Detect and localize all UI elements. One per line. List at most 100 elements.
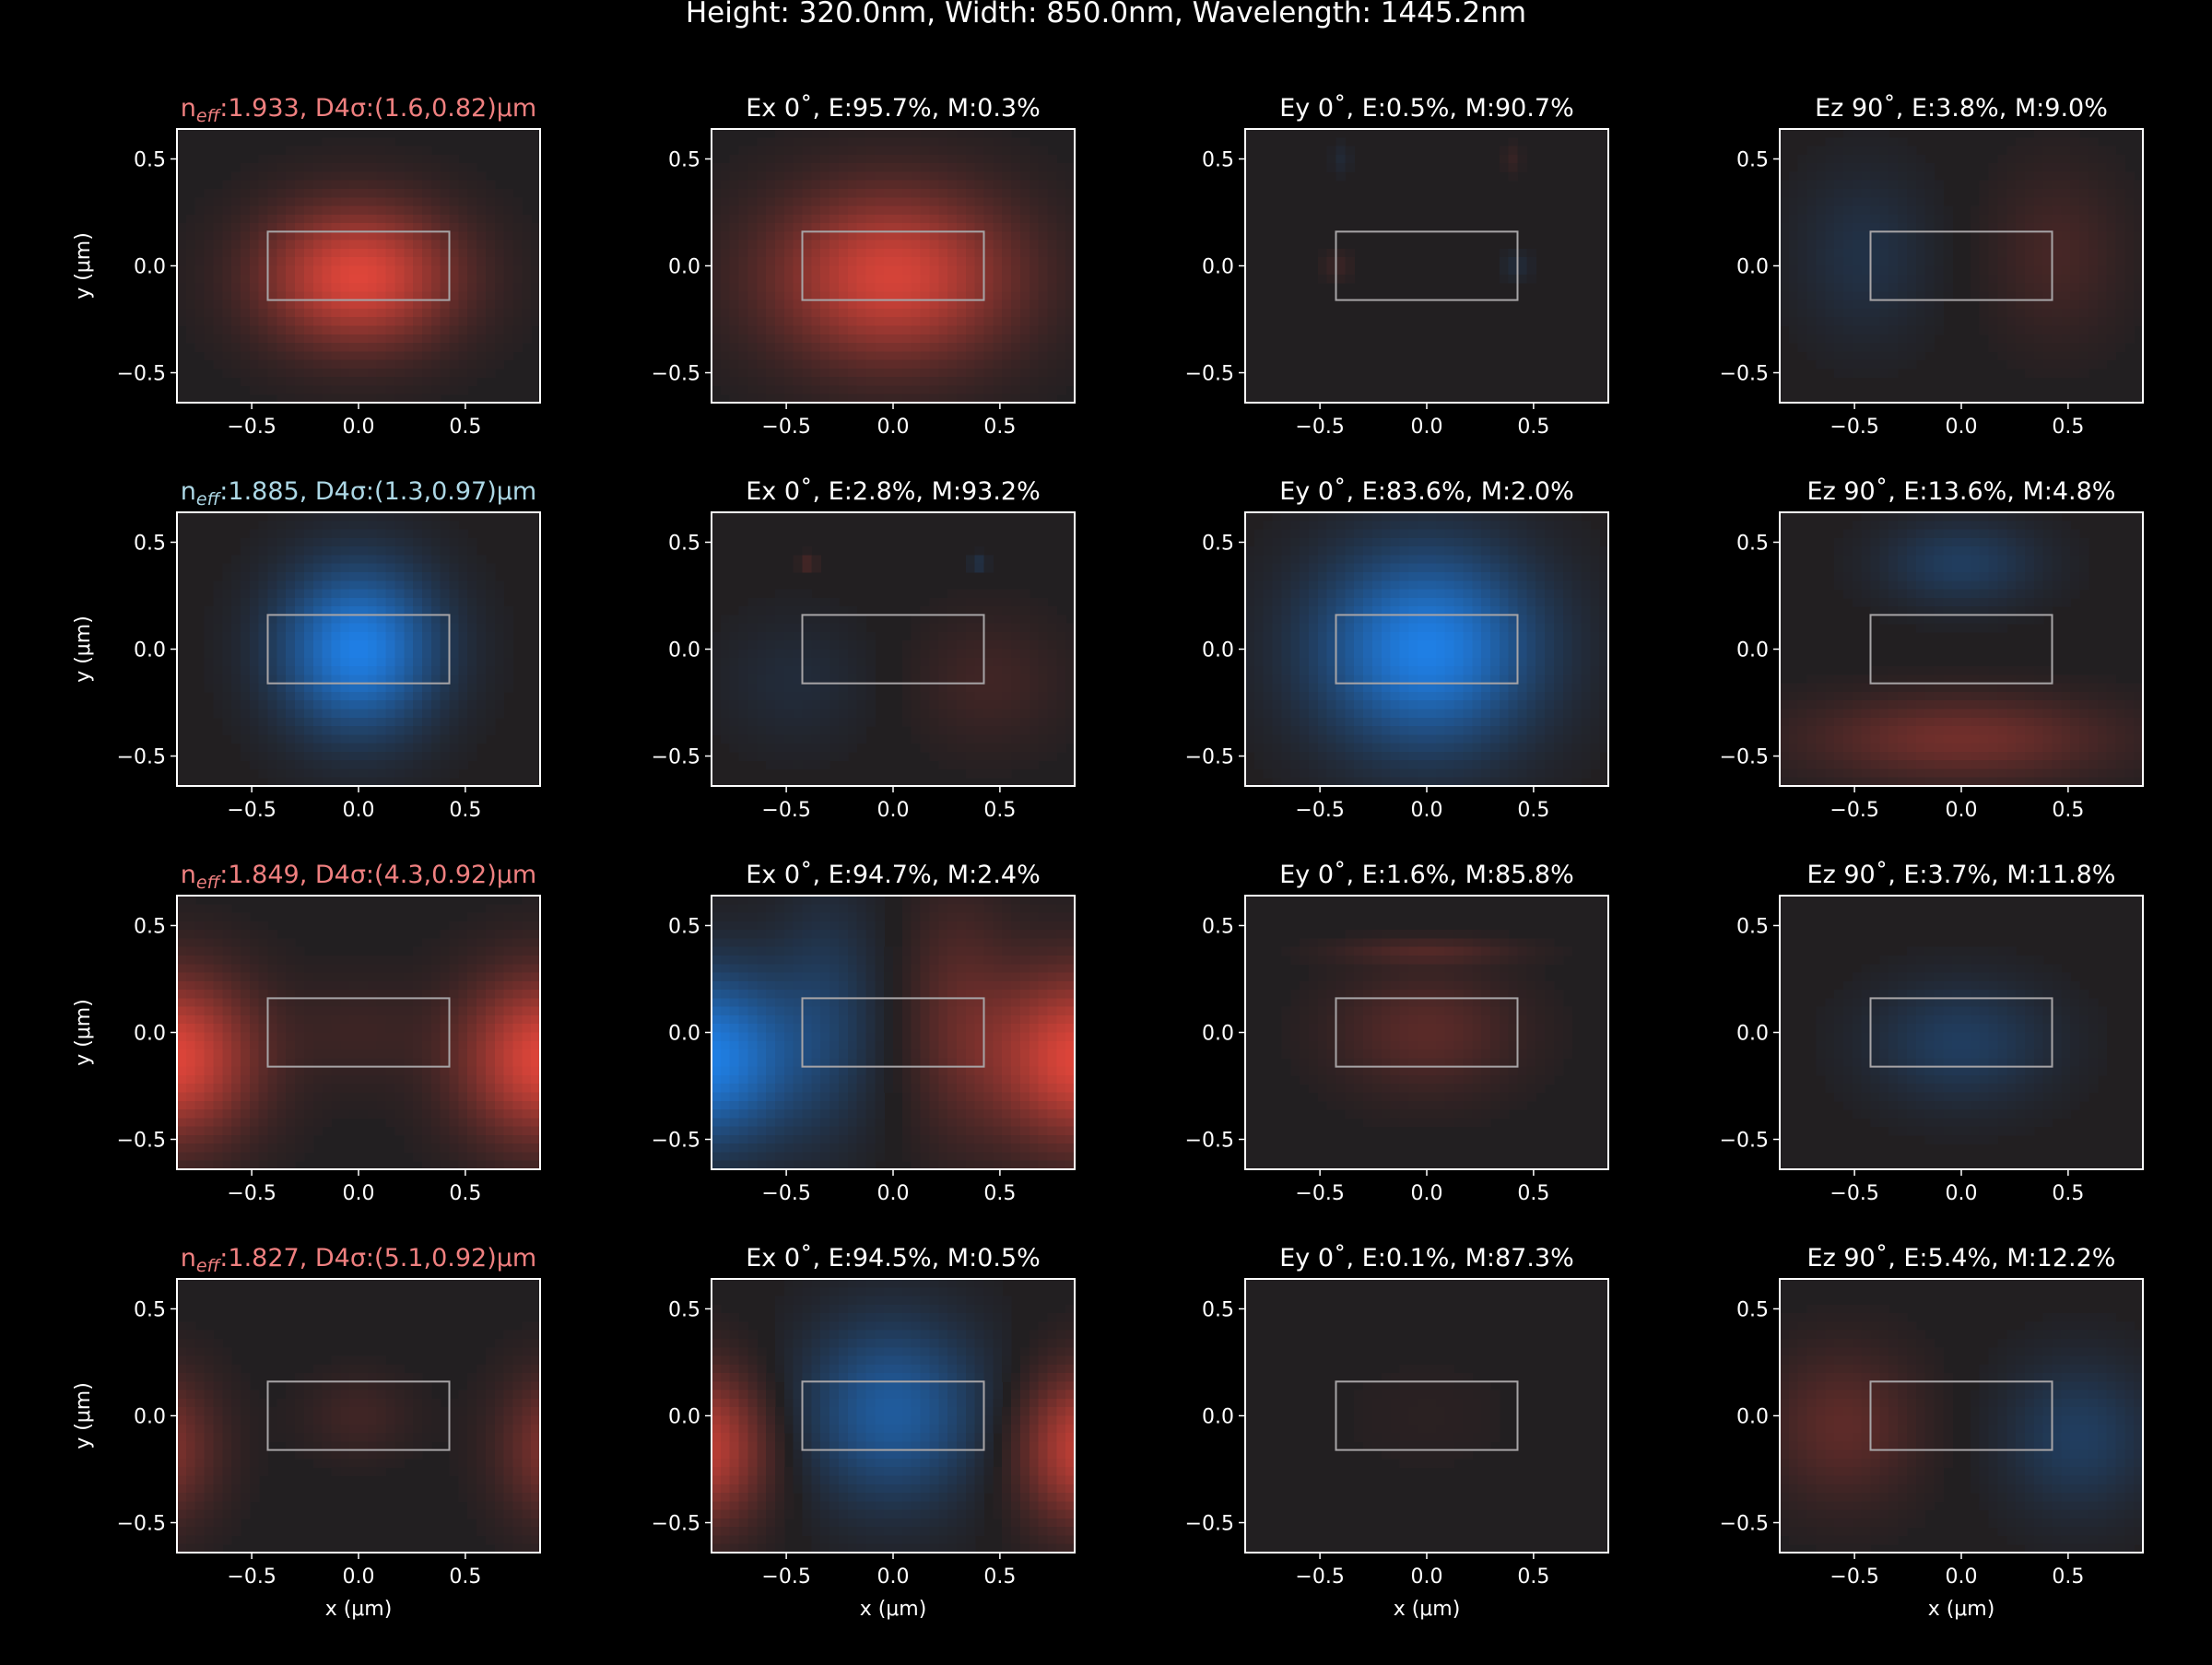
heatmap-cell	[920, 154, 930, 164]
heatmap-cell	[947, 657, 958, 667]
heatmap-cell	[1065, 214, 1076, 224]
heatmap-cell	[738, 751, 748, 761]
heatmap-cell	[757, 188, 767, 198]
heatmap-cell	[312, 640, 324, 651]
heatmap-cell	[738, 223, 748, 232]
heatmap-cell	[2115, 163, 2125, 173]
heatmap-cell	[1065, 274, 1076, 284]
heatmap-cell	[249, 529, 260, 539]
heatmap-cell	[802, 214, 812, 224]
x-tick-label: 0.5	[983, 416, 1016, 439]
heatmap-cell	[449, 760, 459, 770]
heatmap-cell	[947, 606, 958, 616]
heatmap-cell	[1970, 248, 1981, 258]
heatmap-cell	[1047, 649, 1057, 659]
heatmap-cell	[802, 631, 812, 641]
heatmap-cell	[440, 546, 451, 557]
heatmap-cell	[901, 325, 912, 335]
heatmap-cell	[965, 171, 976, 182]
heatmap-cell	[467, 240, 477, 250]
heatmap-cell	[312, 768, 324, 779]
heatmap-cell	[240, 751, 251, 761]
heatmap-cell	[830, 325, 840, 335]
heatmap-cell	[1861, 240, 1872, 250]
heatmap-cell	[467, 597, 477, 607]
heatmap-cell	[1970, 257, 1981, 267]
heatmap-cell	[440, 351, 451, 361]
heatmap-cell	[729, 359, 740, 369]
heatmap-cell	[303, 760, 314, 770]
heatmap-cell	[249, 188, 260, 198]
heatmap-cell	[738, 231, 748, 241]
heatmap-cell	[467, 197, 477, 207]
heatmap-cell	[204, 188, 214, 198]
heatmap-cell	[2033, 163, 2044, 173]
heatmap-cell	[458, 674, 468, 685]
heatmap-cell	[793, 334, 804, 344]
heatmap-cell	[1816, 343, 1826, 352]
heatmap-cell	[477, 291, 487, 301]
heatmap-cell	[893, 129, 903, 138]
heatmap-cell	[349, 231, 359, 241]
heatmap-cell	[2124, 248, 2135, 258]
heatmap-cell	[802, 709, 812, 719]
heatmap-cell	[359, 248, 369, 258]
heatmap-cell	[240, 231, 251, 241]
heatmap-cell	[2097, 359, 2108, 369]
heatmap-cell	[231, 700, 241, 710]
heatmap-cell	[376, 631, 387, 641]
heatmap-cell	[267, 589, 277, 599]
heatmap-cell	[385, 512, 395, 522]
heatmap-cell	[847, 317, 858, 327]
heatmap-cell	[838, 214, 849, 224]
heatmap-cell	[793, 734, 804, 745]
heatmap-cell	[1047, 683, 1057, 693]
heatmap-cell	[267, 529, 277, 539]
heatmap-cell	[793, 691, 804, 701]
heatmap-cell	[359, 529, 369, 539]
heatmap-cell	[1997, 188, 2007, 198]
heatmap-cell	[1825, 334, 1835, 344]
heatmap-cell	[830, 700, 840, 710]
heatmap-cell	[512, 299, 523, 310]
heatmap-cell	[838, 743, 849, 753]
heatmap-cell	[911, 197, 922, 207]
heatmap-cell	[929, 299, 939, 310]
heatmap-cell	[331, 231, 341, 241]
heatmap-cell	[712, 197, 722, 207]
heatmap-cell	[267, 546, 277, 557]
heatmap-cell	[440, 317, 451, 327]
heatmap-cell	[911, 615, 922, 625]
heatmap-cell	[1011, 623, 1021, 633]
heatmap-cell	[1011, 248, 1021, 258]
heatmap-cell	[1011, 631, 1021, 641]
heatmap-cell	[983, 291, 994, 301]
heatmap-cell	[720, 231, 731, 241]
heatmap-cell	[512, 231, 523, 241]
heatmap-cell	[1011, 163, 1021, 173]
heatmap-cell	[2134, 240, 2144, 250]
heatmap-cell	[2006, 188, 2017, 198]
heatmap-cell	[2033, 308, 2044, 318]
heatmap-cell	[1888, 137, 1899, 147]
heatmap-cell	[303, 240, 314, 250]
heatmap-cell	[766, 377, 776, 387]
heatmap-cell	[1038, 274, 1049, 284]
heatmap-cell	[1924, 214, 1936, 224]
heatmap-cell	[947, 351, 958, 361]
heatmap-cell	[938, 146, 948, 156]
heatmap-cell	[421, 615, 432, 625]
heatmap-cell	[2070, 188, 2080, 198]
heatmap-cell	[349, 597, 359, 607]
heatmap-cell	[503, 257, 514, 267]
heatmap-cell	[847, 691, 858, 701]
heatmap-cell	[911, 666, 922, 675]
heatmap-cell	[1056, 214, 1066, 224]
heatmap-cell	[494, 691, 505, 701]
heatmap-cell	[458, 597, 468, 607]
heatmap-cell	[340, 777, 350, 787]
heatmap-cell	[421, 597, 432, 607]
heatmap-cell	[729, 717, 740, 727]
heatmap-cell	[467, 743, 477, 753]
heatmap-cell	[231, 274, 241, 284]
